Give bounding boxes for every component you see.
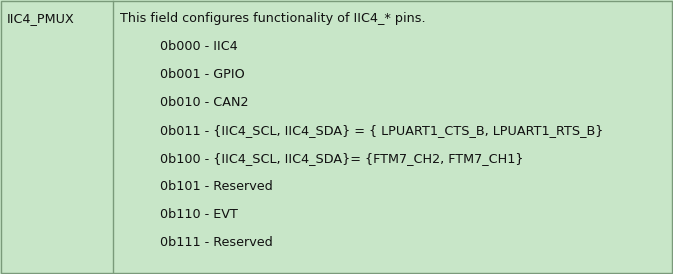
Text: 0b111 - Reserved: 0b111 - Reserved — [160, 236, 273, 249]
Text: This field configures functionality of IIC4_* pins.: This field configures functionality of I… — [120, 12, 425, 25]
Text: 0b100 - {IIC4_SCL, IIC4_SDA}= {FTM7_CH2, FTM7_CH1}: 0b100 - {IIC4_SCL, IIC4_SDA}= {FTM7_CH2,… — [160, 152, 524, 165]
Text: 0b110 - EVT: 0b110 - EVT — [160, 208, 238, 221]
Text: IIC4_PMUX: IIC4_PMUX — [7, 12, 75, 25]
Text: 0b011 - {IIC4_SCL, IIC4_SDA} = { LPUART1_CTS_B, LPUART1_RTS_B}: 0b011 - {IIC4_SCL, IIC4_SDA} = { LPUART1… — [160, 124, 604, 137]
Text: 0b010 - CAN2: 0b010 - CAN2 — [160, 96, 248, 109]
Text: 0b101 - Reserved: 0b101 - Reserved — [160, 180, 273, 193]
Text: 0b001 - GPIO: 0b001 - GPIO — [160, 68, 245, 81]
Text: 0b000 - IIC4: 0b000 - IIC4 — [160, 40, 238, 53]
